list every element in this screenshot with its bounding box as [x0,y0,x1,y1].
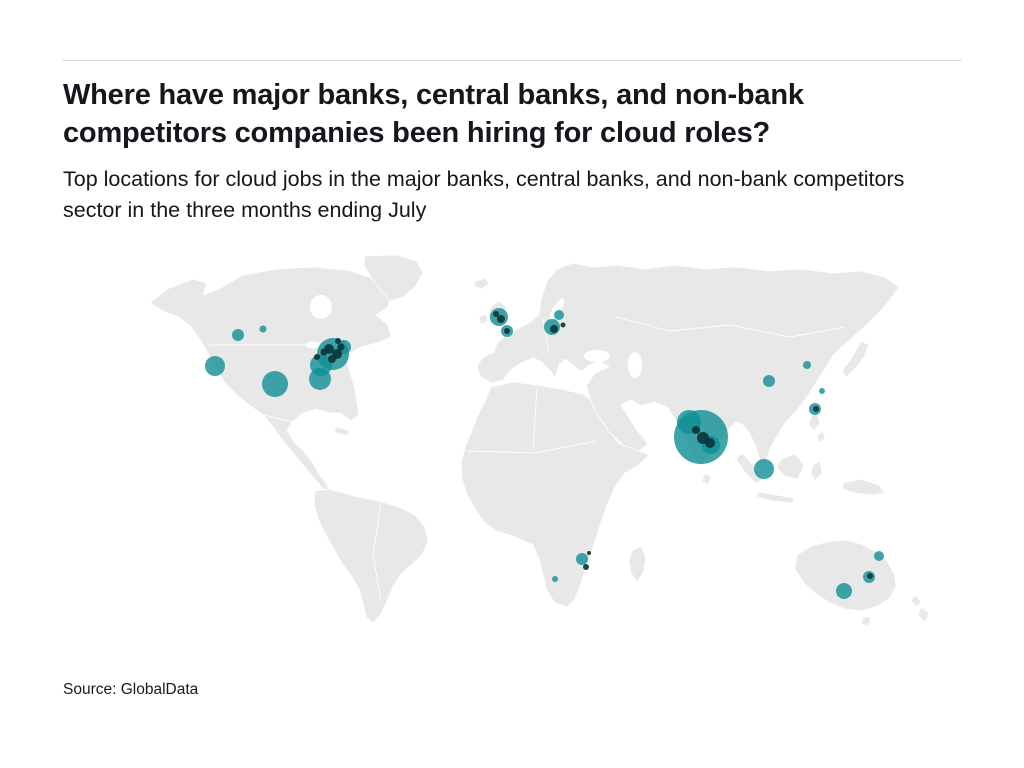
map-bubble [205,356,225,376]
map-dark-marker [587,551,591,555]
landmasses [149,255,930,627]
bubble-layer [205,308,884,599]
map-dark-marker [550,325,558,333]
map-bubble [874,551,884,561]
island-sri-lanka [701,472,712,486]
island-ireland [478,313,489,326]
border-us-mexico [262,414,294,423]
map-dark-marker [504,328,510,334]
country-borders [209,316,846,600]
island-philippines-north [808,412,821,432]
border-south-america [372,502,382,600]
map-dark-marker [335,338,341,344]
island-java [756,491,795,504]
island-iceland [473,277,490,290]
border-africa-vertical [532,386,538,452]
hudson-bay [310,295,332,319]
world-bubble-map [145,255,935,630]
map-dark-marker [314,354,320,360]
map-bubble [754,459,774,479]
map-dark-marker [705,438,715,448]
island-new-guinea [842,478,886,496]
map-dark-marker [583,564,589,570]
island-new-zealand-south [917,606,930,623]
continent-eurasia [476,262,900,467]
map-dark-marker [560,322,566,328]
map-dark-marker [497,315,505,323]
map-dark-marker [320,348,328,356]
border-russia-south [614,316,846,338]
continent-south-america [313,488,429,624]
island-japan [841,340,870,378]
map-dark-marker [813,406,819,412]
border-africa-sahel [466,440,598,454]
caspian-sea [628,352,642,378]
baltic-sea [549,298,565,320]
map-bubble [819,388,825,394]
map-bubble [763,375,775,387]
map-dark-marker [328,355,336,363]
island-greenland [363,255,424,302]
map-bubble [576,553,588,565]
map-bubble [262,371,288,397]
world-map-svg [149,255,930,627]
island-sumatra [735,452,764,485]
island-sulawesi [810,460,823,482]
island-madagascar [628,545,647,583]
island-borneo [776,453,805,480]
island-tasmania [860,616,872,627]
source-attribution: Source: GlobalData [63,681,199,698]
map-bubble [803,361,811,369]
chart-title: Where have major banks, central banks, a… [63,79,804,150]
map-dark-marker [867,573,873,579]
top-divider [62,60,962,61]
map-bubble [259,325,267,333]
island-cuba [333,426,351,437]
border-europe-central [542,318,550,352]
continent-australia [794,539,897,612]
black-sea [584,350,610,362]
island-philippines-south [816,430,826,444]
map-bubble [836,583,852,599]
map-dark-marker [493,311,499,317]
map-bubble [554,310,564,320]
island-new-zealand-north [910,594,922,608]
map-dark-marker [692,426,700,434]
map-bubble [552,576,558,582]
chart-subtitle: Top locations for cloud jobs in the majo… [63,167,905,222]
map-dark-marker [337,343,345,351]
map-bubble [232,329,244,341]
